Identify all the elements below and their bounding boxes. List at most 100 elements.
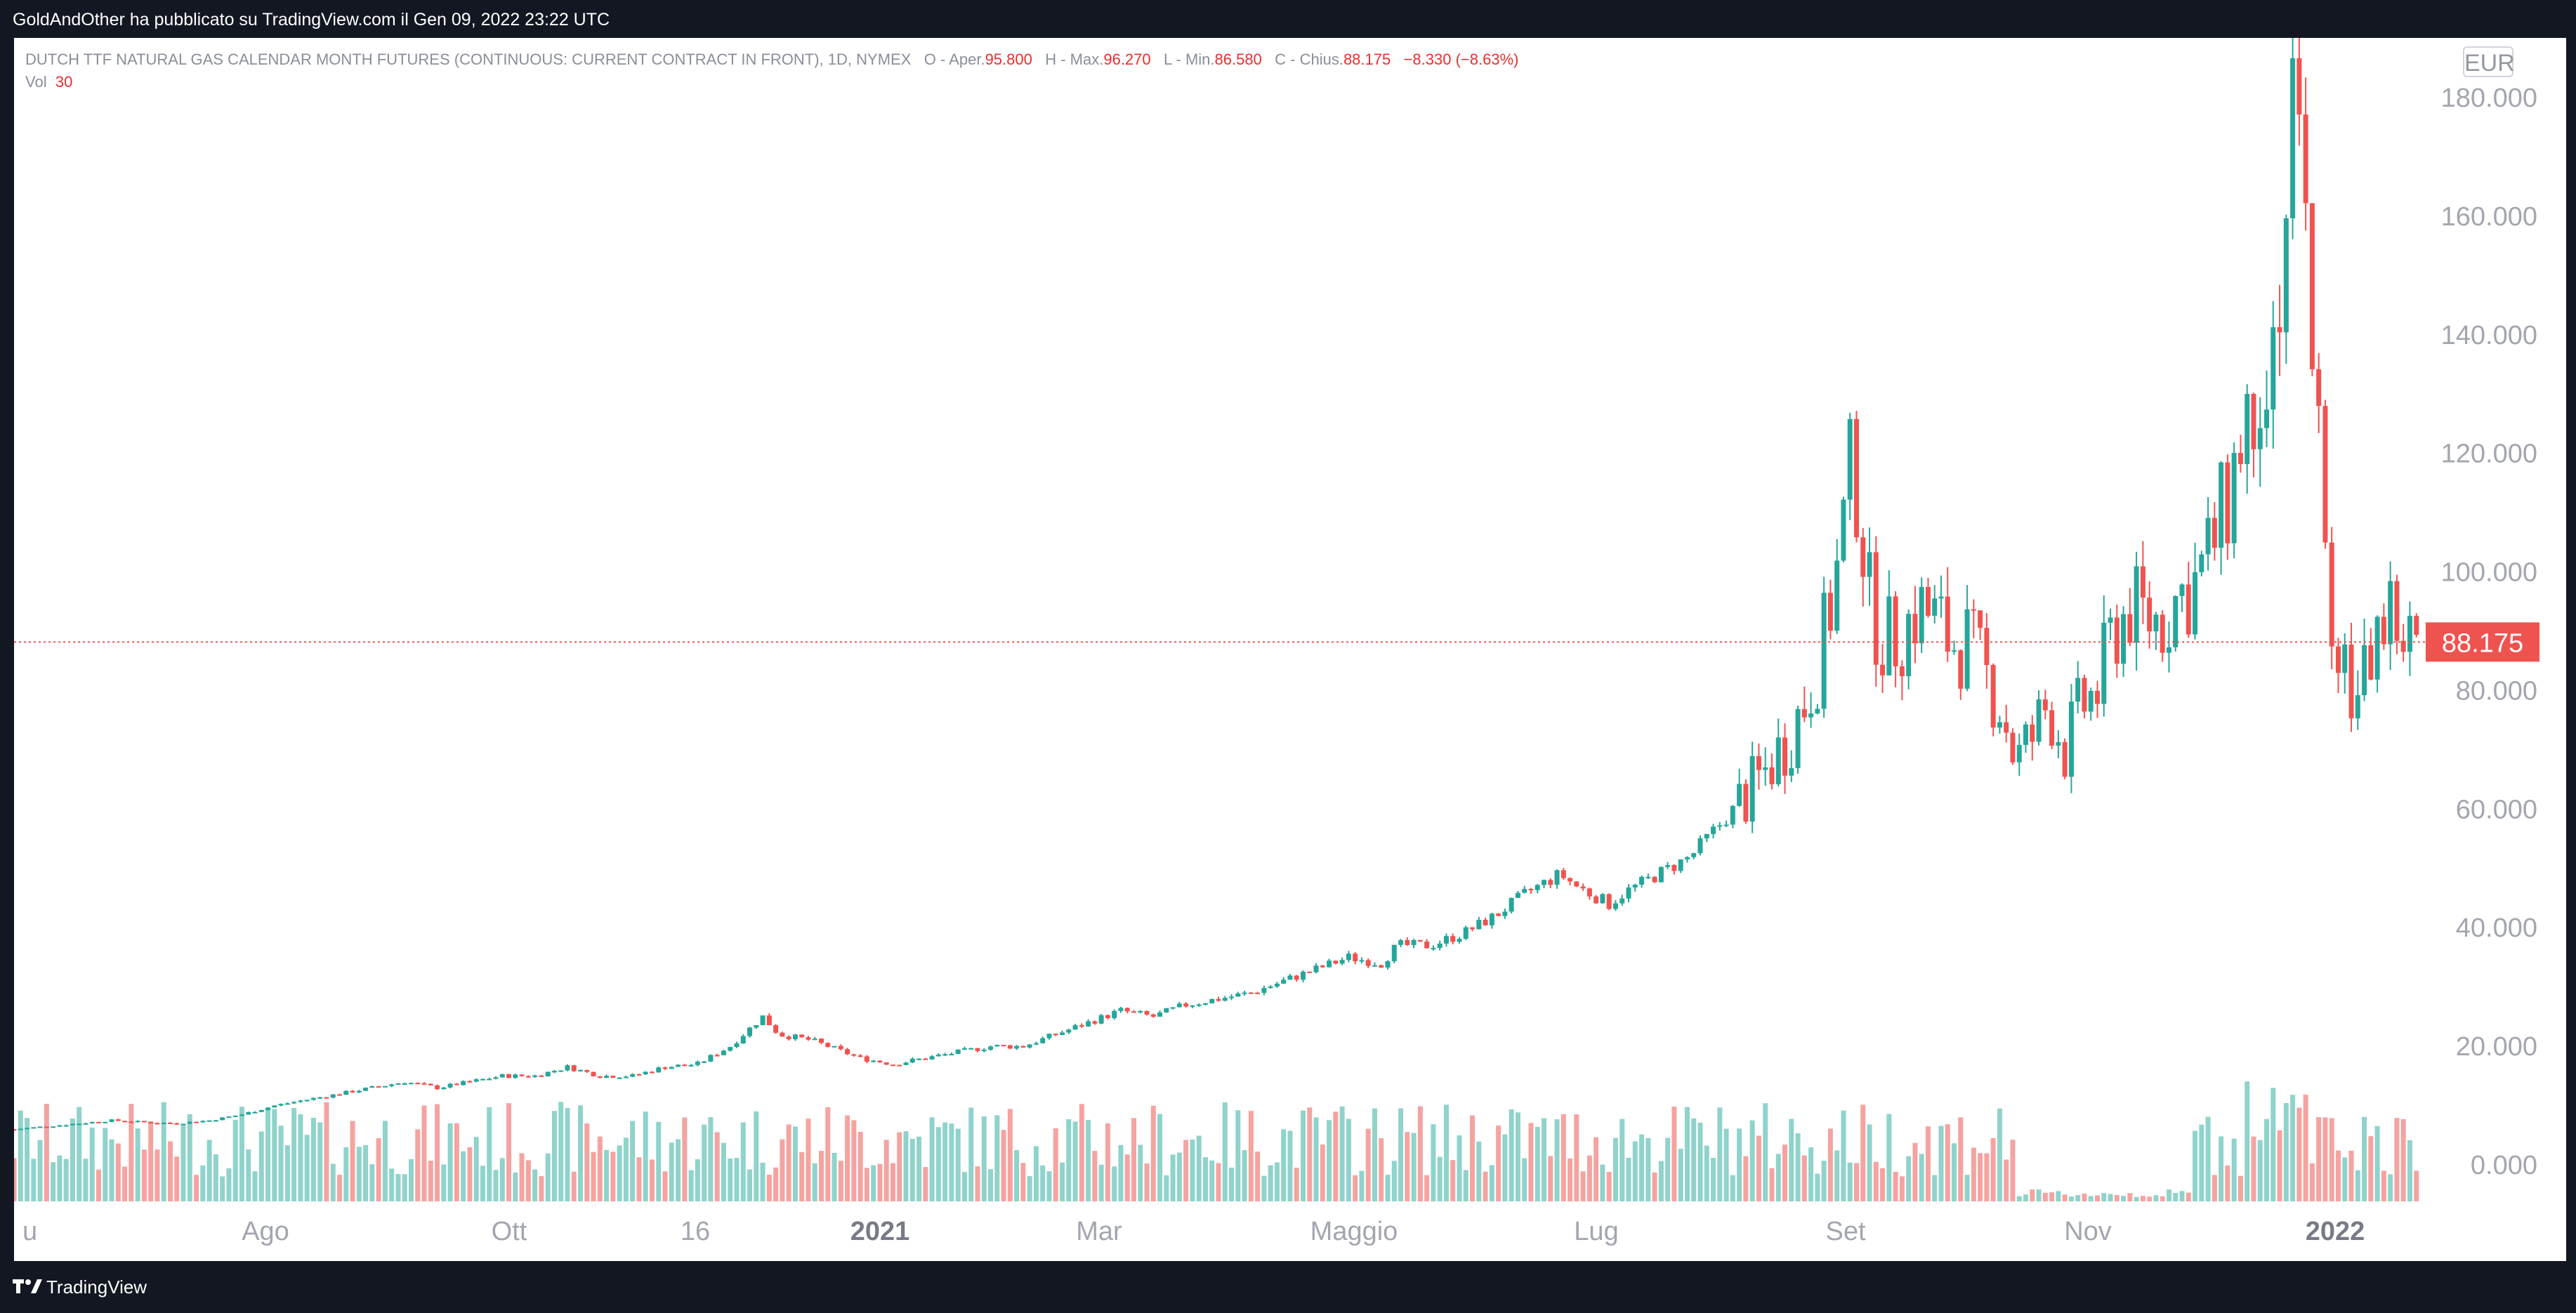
- volume-bar: [643, 1111, 648, 1201]
- candle-body: [1033, 1043, 1039, 1045]
- candle-body: [2205, 517, 2211, 555]
- volume-bar: [1098, 1164, 1104, 1201]
- volume-bar: [1235, 1110, 1241, 1201]
- candle-body: [1912, 614, 1918, 644]
- volume-bar: [890, 1163, 895, 1201]
- candle-body: [1307, 971, 1313, 973]
- candle-body: [871, 1060, 876, 1062]
- candle-body: [1990, 665, 1996, 728]
- volume-bar: [258, 1131, 264, 1201]
- candle-body: [1274, 983, 1280, 987]
- candle-body: [376, 1086, 381, 1088]
- volume-bar: [265, 1108, 271, 1201]
- volume-bar: [1730, 1175, 1735, 1201]
- candle-body: [2108, 617, 2113, 623]
- x-tick-label: Ago: [242, 1217, 289, 1246]
- candle-body: [1834, 560, 1840, 631]
- candle-body: [70, 1123, 75, 1126]
- chart-panel[interactable]: 180.000 160.000 140.000 120.000 100.000 80.00…: [14, 38, 2566, 1261]
- candle-body: [310, 1097, 316, 1100]
- volume-bar: [1678, 1149, 1683, 1201]
- candle-body: [109, 1119, 114, 1122]
- candle-body: [676, 1064, 681, 1067]
- candle-body: [988, 1046, 994, 1050]
- volume-bar: [1737, 1128, 1742, 1201]
- candle-body: [2160, 614, 2165, 653]
- candle-body: [1411, 939, 1417, 945]
- candle-body: [1040, 1038, 1046, 1043]
- volume-bar: [1645, 1137, 1651, 1201]
- volume-bar: [1808, 1147, 1814, 1201]
- candle-body: [77, 1123, 82, 1126]
- volume-bar: [2094, 1195, 2100, 1201]
- candle-body: [1320, 965, 1325, 968]
- candle-body: [317, 1097, 323, 1099]
- volume-bar: [278, 1126, 284, 1201]
- volume-bar: [389, 1168, 395, 1201]
- volume-bar: [1020, 1163, 1026, 1201]
- candle-body: [180, 1123, 186, 1126]
- volume-bar: [2322, 1117, 2328, 1201]
- candle-body: [832, 1045, 837, 1048]
- candle-body: [1952, 650, 1957, 652]
- volume-bar: [975, 1166, 980, 1201]
- volume-bar: [1964, 1175, 1970, 1201]
- volume-bar: [1886, 1114, 1892, 1201]
- volume-bar: [1893, 1171, 1898, 1201]
- candle-body: [513, 1074, 518, 1078]
- candle-body: [1801, 708, 1807, 718]
- volume-bar: [2153, 1195, 2159, 1201]
- volume-bar: [1821, 1161, 1827, 1201]
- volume-bar: [1984, 1153, 1990, 1201]
- candle-body: [1443, 936, 1449, 944]
- candle-body: [1066, 1029, 1072, 1033]
- candle-body: [2127, 614, 2133, 643]
- volume-bar: [2251, 1136, 2256, 1201]
- volume-bar: [1144, 1163, 1150, 1201]
- volume-bar: [402, 1174, 407, 1201]
- currency-button[interactable]: EUR: [2463, 46, 2515, 77]
- volume-bar: [799, 1152, 805, 1201]
- volume-bar: [525, 1160, 531, 1201]
- volume-bar: [2342, 1157, 2348, 1201]
- volume-bar: [356, 1147, 362, 1201]
- candle-body: [161, 1122, 166, 1124]
- volume-bar: [1105, 1123, 1110, 1201]
- volume-bar: [2199, 1124, 2204, 1201]
- candle-body: [1880, 664, 1886, 675]
- candle-body: [1737, 784, 1742, 806]
- candle-body: [935, 1054, 941, 1057]
- volume-bar: [1268, 1165, 1273, 1201]
- volume-bar: [610, 1152, 616, 1201]
- candle-body: [1450, 936, 1456, 942]
- candle-body: [1196, 1004, 1202, 1006]
- volume-bar: [70, 1119, 75, 1201]
- candle-body: [1281, 979, 1287, 984]
- volume-bar: [1033, 1146, 1039, 1201]
- volume-bar: [167, 1141, 173, 1201]
- candle-body: [2212, 517, 2217, 548]
- volume-bar: [1568, 1158, 1573, 1201]
- candle-body: [246, 1111, 251, 1115]
- price-chart[interactable]: 180.000160.000140.000120.000100.00080.00…: [14, 38, 2566, 1261]
- volume-bar: [1528, 1123, 1534, 1201]
- candle-body: [812, 1038, 817, 1041]
- candle-body: [1542, 880, 1547, 885]
- volume-bar: [916, 1136, 922, 1201]
- volume-bar: [1294, 1168, 1299, 1201]
- volume-bar: [1522, 1158, 1527, 1201]
- volume-bar: [408, 1159, 414, 1201]
- volume-bar: [1391, 1161, 1397, 1201]
- candle-body: [1632, 884, 1638, 888]
- volume-bar: [2010, 1140, 2016, 1201]
- volume-bar: [1040, 1165, 1046, 1201]
- candle-body: [1463, 927, 1468, 939]
- candle-body: [369, 1086, 375, 1088]
- x-tick-label: Lug: [1574, 1217, 1618, 1246]
- volume-bar: [421, 1105, 427, 1201]
- volume-bar: [676, 1139, 681, 1201]
- volume-bar: [1632, 1141, 1638, 1201]
- volume-bar: [2036, 1189, 2042, 1201]
- candle-body: [539, 1075, 544, 1077]
- candle-body: [1014, 1045, 1020, 1049]
